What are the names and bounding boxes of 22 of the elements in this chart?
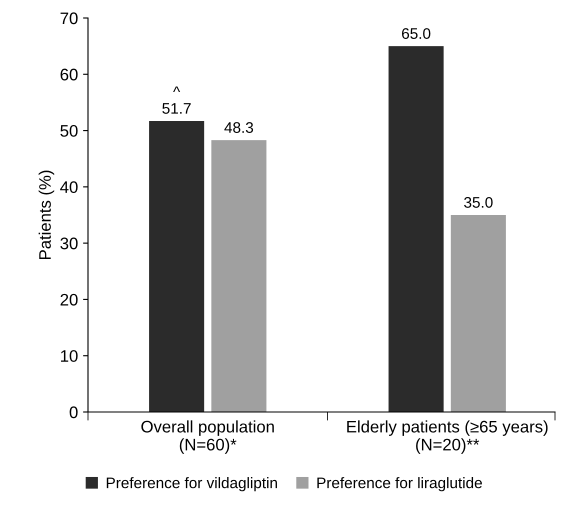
y-tick-label: 0 [70,406,78,418]
data-label: 35.0 [464,196,493,208]
y-tick-label: 50 [60,124,78,137]
data-label: 51.7 [162,103,191,114]
y-tick-label: 30 [60,238,78,250]
y-tick-label: 70 [60,12,78,24]
bar [149,121,204,412]
bar [388,46,444,412]
bar [450,215,506,412]
annotation: ^ [173,86,180,92]
legend-label: Preference for vildagliptin [106,477,277,492]
legend-label: Preference for liraglutide [317,477,482,492]
y-tick-label: 40 [60,181,78,194]
y-tick-label: 10 [61,350,78,362]
y-tick-label: 60 [60,68,78,80]
y-axis-title: Patients (%) [38,170,54,260]
x-tick-label: Overall population (N=60)* [141,420,274,454]
data-label: 48.3 [224,122,254,133]
data-label: 65.0 [402,28,430,39]
x-tick-label: Elderly patients (≥65 years) (N=20)** [347,420,548,454]
y-tick-label: 20 [60,294,78,306]
bar [211,140,266,412]
